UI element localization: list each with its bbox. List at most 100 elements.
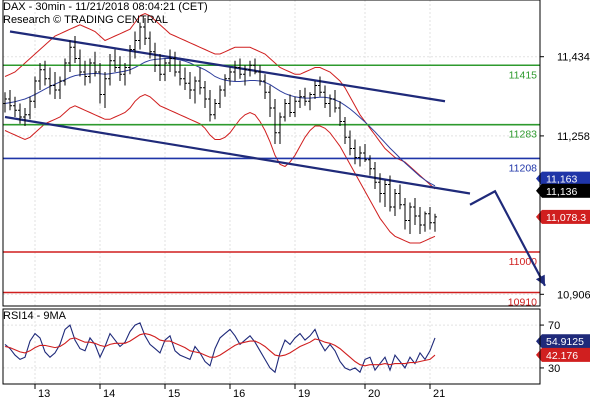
trendline-1: [4, 115, 471, 195]
price-bar: [208, 90, 212, 122]
rsi-tick-label: 70: [548, 320, 560, 332]
price-tag-0-label: 11,163: [546, 174, 577, 186]
price-bar: [133, 31, 137, 59]
rsi-tag-0-label: 54.9125: [546, 336, 584, 348]
time-tick-label: 21: [433, 388, 445, 400]
price-bar: [263, 74, 267, 99]
price-bar: [313, 81, 317, 99]
trendlines: [4, 30, 471, 195]
price-tag-1-box: [542, 183, 590, 198]
price-bar: [78, 49, 82, 77]
price-bar: [253, 58, 257, 75]
price-bar: [63, 58, 67, 86]
price-bar: [273, 99, 277, 144]
price-axis: 11,434 11,258 10,906: [540, 52, 590, 301]
price-bar: [343, 117, 347, 144]
price-bar: [173, 51, 177, 77]
rsi-tag-1-label: 42.176: [546, 350, 578, 362]
price-bar: [73, 36, 77, 63]
price-bar: [218, 85, 222, 108]
price-bar: [28, 96, 32, 120]
level-label-11415: 11415: [509, 69, 538, 81]
price-bar: [278, 112, 282, 144]
price-bar: [13, 96, 17, 117]
price-bar: [293, 96, 297, 117]
price-bar: [363, 144, 367, 162]
price-bar: [18, 103, 22, 124]
price-bar: [153, 42, 157, 72]
time-axis: 13 14 15 16 19 20 21: [34, 384, 445, 400]
price-bar: [93, 51, 97, 77]
time-tick-label: 14: [103, 388, 115, 400]
chart-header-title: DAX - 30min - 11/21/2018 08:04:21 (CET): [3, 1, 208, 13]
bollinger-bands: [4, 12, 436, 244]
price-bar: [378, 173, 382, 203]
level-label-10910: 10910: [508, 297, 537, 309]
price-bar: [418, 207, 422, 234]
price-tick-label: 11,434: [557, 52, 590, 64]
price-bar: [403, 198, 407, 230]
price-bar: [38, 63, 42, 90]
rsi-tag-1-box: [542, 347, 590, 362]
price-bar: [423, 211, 427, 232]
price-bar: [223, 74, 227, 97]
price-bar: [58, 76, 62, 99]
price-bar: [413, 198, 417, 225]
price-bar: [138, 22, 142, 50]
moving-average-line: [4, 58, 436, 187]
price-bar: [383, 180, 387, 207]
price-bar: [238, 58, 242, 79]
price-bars: [3, 18, 437, 234]
time-tick-label: 13: [38, 388, 50, 400]
price-bar: [283, 99, 287, 122]
price-bar: [348, 130, 352, 156]
price-bar: [333, 90, 337, 113]
rsi-panel-label: RSI14 - 9MA: [3, 310, 67, 322]
price-tag-2-box: [542, 209, 590, 224]
price-bar: [148, 31, 152, 59]
price-bar: [198, 67, 202, 95]
price-bar: [8, 90, 12, 111]
price-bar: [103, 72, 107, 108]
price-bar: [168, 49, 172, 72]
price-bar: [358, 146, 362, 167]
price-bar: [323, 85, 327, 108]
trendline-0: [9, 30, 446, 103]
price-bar: [98, 63, 102, 104]
price-bar: [408, 202, 412, 234]
price-bar: [428, 207, 432, 230]
main-panel-frame: [2, 0, 541, 307]
price-bar: [23, 108, 27, 126]
rsi-tick-label: 30: [548, 363, 560, 375]
price-bar: [88, 58, 92, 84]
price-bar: [48, 67, 52, 95]
price-bar: [368, 155, 372, 176]
bollinger-upper-line: [4, 12, 436, 190]
time-tick-label: 16: [233, 388, 245, 400]
price-bar: [143, 18, 147, 45]
price-bar: [108, 54, 112, 86]
rsi-panel-frame: [2, 308, 541, 385]
price-bar: [53, 72, 57, 99]
price-bar: [203, 81, 207, 108]
price-tag-1-label: 11,136: [546, 186, 577, 198]
price-bar: [288, 94, 292, 117]
rsi-tag-0-box: [542, 334, 590, 349]
price-bar: [338, 101, 342, 126]
price-bar: [178, 60, 182, 86]
rsi-lines: [4, 322, 436, 374]
price-bar: [353, 139, 357, 165]
price-bar: [328, 94, 332, 117]
price-tick-label: 10,906: [557, 289, 590, 301]
rsi-ma-line: [4, 333, 436, 367]
price-bar: [398, 184, 402, 210]
price-bar: [118, 56, 122, 81]
chart-header-source: Research © TRADING CENTRAL: [3, 14, 168, 26]
time-tick-label: 20: [368, 388, 380, 400]
panel-frames: [2, 0, 541, 385]
rsi-line: [4, 322, 436, 374]
price-bar: [163, 58, 167, 81]
price-bar: [243, 65, 247, 86]
price-bar: [303, 87, 307, 106]
